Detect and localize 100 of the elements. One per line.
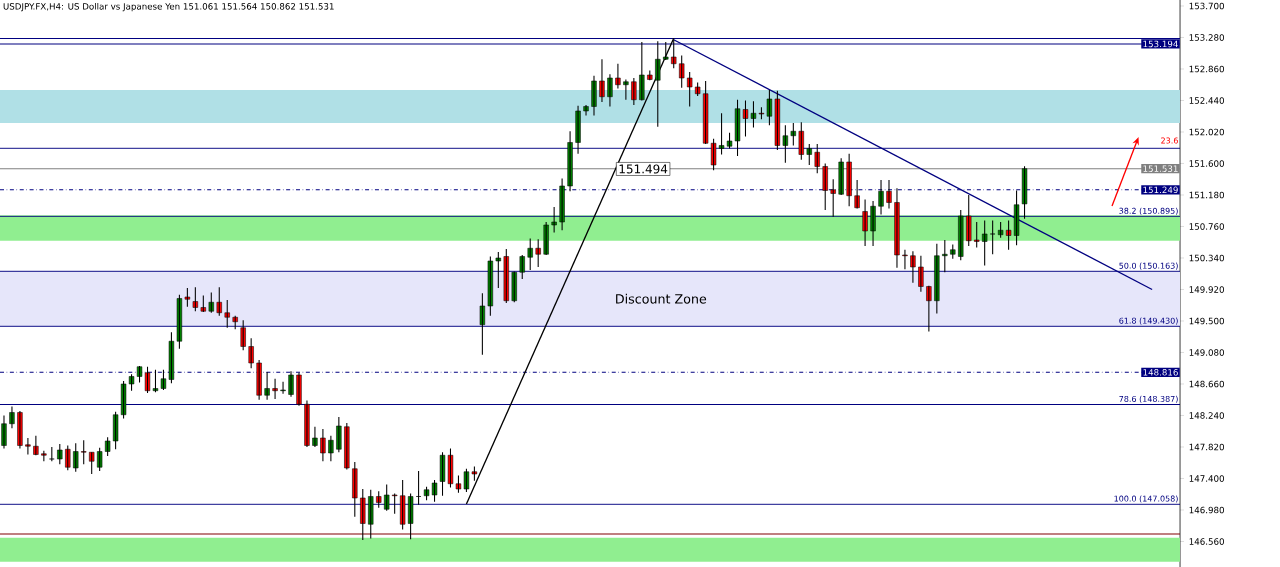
y-tick-label: 147.400 (1189, 475, 1224, 482)
candlestick (639, 41, 645, 102)
y-tick-label: 147.820 (1189, 443, 1224, 451)
chart-title: USDJPY.FX,H4: US Dollar vs Japanese Yen 151.061 151.564 150.862 151.531 (3, 2, 334, 12)
annotation: 23.6 (1161, 137, 1178, 144)
candlestick (463, 468, 470, 493)
candlestick (1005, 219, 1012, 251)
annotation: 151.494 (619, 164, 668, 174)
candlestick (535, 238, 541, 268)
candlestick (120, 380, 127, 420)
candlestick (511, 270, 517, 303)
candlestick (934, 243, 940, 315)
candlestick (519, 254, 525, 280)
candlestick (97, 447, 103, 472)
candlestick (997, 221, 1004, 239)
candlestick (814, 143, 820, 174)
candlestick (216, 286, 222, 317)
ref-line-label: 151.531 (1143, 165, 1178, 172)
candlestick (822, 162, 828, 211)
candlestick (57, 443, 63, 465)
candlestick (248, 337, 254, 369)
candlestick (527, 237, 533, 271)
y-tick-label: 151.600 (1189, 160, 1224, 167)
candlestick (200, 294, 206, 313)
y-tick-label: 149.080 (1189, 349, 1224, 356)
y-tick-label: 148.660 (1189, 380, 1224, 388)
candlestick (479, 292, 486, 356)
candlestick (455, 474, 462, 494)
candlestick (104, 436, 111, 457)
candlestick (360, 488, 366, 541)
candlestick (471, 465, 478, 482)
candlestick (982, 219, 988, 267)
candlestick (128, 373, 135, 392)
y-tick-label: 148.240 (1189, 412, 1224, 419)
candlestick (224, 299, 230, 329)
candlestick (766, 89, 773, 126)
candlestick (399, 479, 406, 531)
candlestick (160, 369, 167, 391)
candlestick (73, 442, 79, 473)
y-tick-label: 149.920 (1189, 286, 1224, 293)
candlestick (1013, 189, 1020, 246)
candlestick (966, 194, 972, 247)
candlestick (25, 437, 31, 456)
candlestick (543, 221, 549, 256)
candlestick (974, 221, 980, 249)
candlestick (81, 439, 87, 465)
candlestick (89, 451, 95, 475)
candlestick (168, 331, 175, 384)
candlestick (112, 411, 119, 450)
y-tick-label: 146.980 (1189, 506, 1224, 514)
y-tick-label: 150.340 (1189, 254, 1224, 262)
ref-line-label: 151.249 (1143, 186, 1178, 194)
candlestick (41, 450, 47, 462)
candlestick (392, 492, 398, 515)
y-tick-label: 153.280 (1189, 34, 1224, 41)
candlestick (687, 71, 693, 108)
y-tick-label: 149.500 (1189, 317, 1224, 325)
candlestick (376, 490, 382, 509)
y-tick-label: 151.180 (1189, 191, 1224, 199)
candlestick (902, 249, 908, 270)
candlestick (208, 291, 214, 314)
candlestick (487, 255, 494, 317)
candlestick (176, 294, 183, 350)
ref-line-label: 61.8 (149.430) (1119, 317, 1178, 325)
candlestick (790, 122, 796, 147)
candlestick (694, 81, 701, 97)
candlestick (368, 489, 374, 540)
candlestick (344, 422, 350, 471)
candlestick (679, 54, 685, 89)
candlestick (232, 315, 238, 330)
y-tick-label: 150.760 (1189, 223, 1224, 230)
candlestick (49, 446, 55, 462)
candlestick (192, 286, 198, 312)
candlestick (1021, 165, 1028, 220)
candlestick (647, 69, 653, 81)
candlestick (958, 209, 964, 261)
candlestick (950, 243, 956, 260)
candlestick (774, 90, 781, 151)
candlestick (663, 41, 669, 61)
candlestick (782, 124, 789, 164)
ref-line-label: 50.0 (150.163) (1119, 262, 1178, 270)
candlestick (838, 157, 844, 196)
y-tick-label: 152.860 (1189, 65, 1224, 73)
candlestick (407, 492, 414, 540)
candlestick (551, 206, 557, 234)
candlestick (384, 483, 390, 512)
ref-line-label: 148.816 (1143, 369, 1178, 376)
candlestick (710, 138, 717, 171)
candlestick (830, 178, 836, 218)
band-label: Discount Zone (616, 293, 707, 304)
ref-line-label: 38.2 (150.895) (1119, 207, 1178, 215)
candlestick (806, 143, 812, 166)
candlestick (240, 319, 246, 351)
candlestick (989, 219, 996, 255)
y-tick-label: 146.560 (1189, 538, 1224, 545)
ref-line-label: 153.194 (1143, 40, 1178, 48)
candlestick (942, 239, 948, 273)
candlestick (184, 287, 191, 308)
ref-line-label: 78.6 (148.387) (1119, 395, 1178, 403)
candlestick (280, 381, 286, 395)
